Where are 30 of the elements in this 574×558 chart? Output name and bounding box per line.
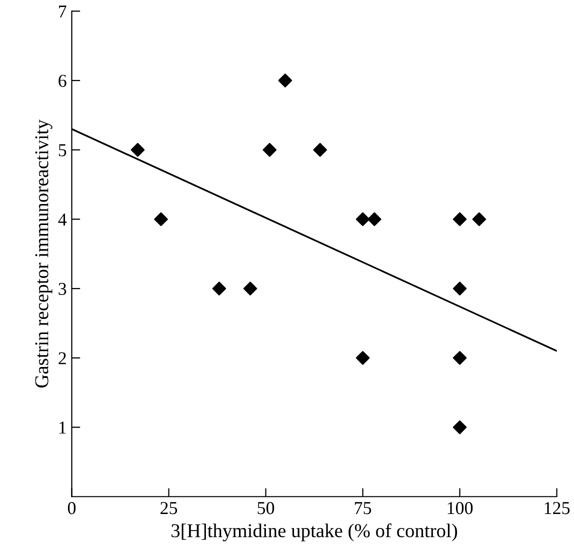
y-tick-label: 5	[58, 144, 66, 156]
y-tick-label: 4	[58, 214, 67, 226]
point	[452, 212, 467, 226]
point	[262, 142, 277, 157]
point	[154, 212, 168, 226]
point	[243, 282, 258, 296]
y-tick-label: 2	[58, 352, 66, 364]
x-tick-label: 75	[354, 502, 372, 514]
point	[278, 74, 292, 88]
point	[313, 142, 327, 157]
x-tick-label: 25	[160, 502, 178, 514]
y-tick-label: 3	[58, 282, 66, 296]
point	[356, 351, 370, 365]
point	[130, 142, 145, 157]
y-tick-label: 1	[59, 422, 66, 434]
x-tick-label: 125	[544, 502, 570, 514]
point	[452, 282, 467, 296]
x-tick-label: 50	[258, 502, 274, 514]
x-tick-label: 0	[68, 502, 76, 514]
point	[356, 212, 370, 226]
y-tick-label: 6	[58, 74, 66, 87]
x-axis-title: 3[H]thymidine uptake (% of control)	[172, 523, 458, 542]
point	[452, 351, 467, 365]
y-axis-title: Gastrin receptor immunoreactivity	[35, 120, 52, 388]
point	[452, 420, 467, 434]
point	[472, 212, 486, 226]
point	[368, 212, 382, 226]
point	[212, 282, 226, 296]
y-tick-label: 7	[59, 6, 66, 18]
x-tick-label: 100	[448, 502, 473, 514]
